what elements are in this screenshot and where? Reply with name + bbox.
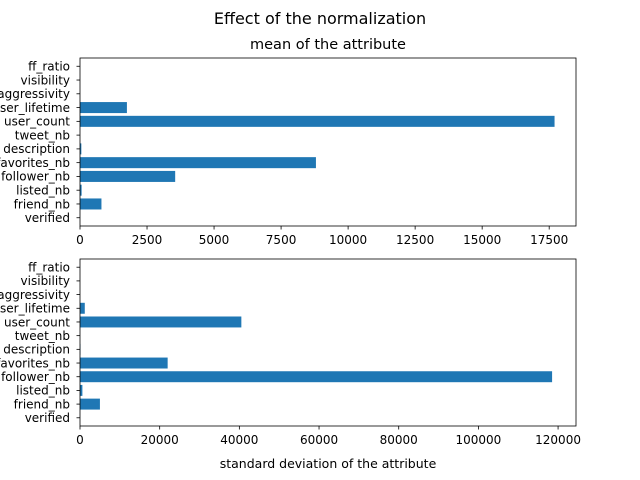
bar-listed-nb (80, 384, 83, 396)
bar-user-lifetime (80, 102, 127, 114)
x-tick-label: 0 (76, 433, 84, 447)
bar-friend-nb (80, 398, 100, 410)
x-tick-label: 7500 (266, 233, 297, 247)
y-tick-label: visibility (21, 274, 70, 288)
y-tick-label: ff_ratio (28, 261, 70, 275)
y-tick-label: follower_nb (1, 370, 70, 384)
y-tick-label: user_count (4, 315, 70, 329)
y-tick-label: user_lifetime (0, 101, 70, 115)
y-tick-label: aggressivity (0, 288, 70, 302)
y-tick-label: user_count (4, 115, 70, 129)
chart-panel-mean: mean of the attribute verifiedfriend_nbl… (0, 37, 577, 247)
axes-frame-std (79, 258, 577, 427)
y-tick-label: favorites_nb (0, 356, 70, 370)
y-tick-label: description (3, 142, 70, 156)
y-tick-label: friend_nb (14, 397, 70, 411)
bar-user-lifetime (80, 302, 85, 314)
x-tick-label: 40000 (220, 433, 258, 447)
x-tick-label: 10000 (329, 233, 367, 247)
y-tick-label: friend_nb (14, 197, 70, 211)
y-tick-label: visibility (21, 73, 70, 87)
bar-user-count (80, 316, 242, 328)
bar-friend-nb (80, 198, 102, 210)
chart-panel-std: verifiedfriend_nblisted_nbfollower_nbfav… (0, 258, 581, 471)
bar-description (80, 143, 82, 155)
bar-listed-nb (80, 184, 82, 196)
x-tick-label: 80000 (380, 433, 418, 447)
y-tick-label: verified (25, 411, 70, 425)
y-tick-label: aggressivity (0, 87, 70, 101)
y-tick-label: listed_nb (16, 183, 70, 197)
y-tick-label: follower_nb (1, 170, 70, 184)
x-tick-label: 100000 (455, 433, 501, 447)
x-axis-ticks-mean: 0 2500 5000 7500 10000 12500 15000 17500 (76, 226, 568, 247)
x-tick-label: 2500 (132, 233, 163, 247)
y-tick-label: tweet_nb (15, 329, 70, 343)
y-axis-ticks-mean: verifiedfriend_nblisted_nbfollower_nbfav… (0, 60, 80, 225)
figure-suptitle: Effect of the normalization (214, 9, 426, 28)
x-axis-label-std: standard deviation of the attribute (220, 456, 437, 471)
y-tick-label: listed_nb (16, 384, 70, 398)
y-tick-label: favorites_nb (0, 156, 70, 170)
bar-favorites-nb (80, 357, 168, 369)
x-tick-label: 0 (76, 233, 84, 247)
y-axis-ticks-std: verifiedfriend_nblisted_nbfollower_nbfav… (0, 261, 80, 425)
x-axis-ticks-std: 0 20000 40000 60000 80000 100000 120000 (76, 426, 581, 447)
x-tick-label: 20000 (141, 433, 179, 447)
y-tick-label: description (3, 343, 70, 357)
x-tick-label: 120000 (535, 433, 581, 447)
bar-follower-nb (80, 371, 553, 383)
x-tick-label: 5000 (199, 233, 230, 247)
bar-group-mean (80, 102, 555, 210)
chart-title-mean: mean of the attribute (250, 37, 406, 53)
bar-user-count (80, 115, 555, 127)
y-tick-label: user_lifetime (0, 302, 70, 316)
bar-follower-nb (80, 170, 176, 182)
y-tick-label: tweet_nb (15, 128, 70, 142)
axes-frame-mean (79, 57, 577, 227)
x-tick-label: 15000 (463, 233, 501, 247)
y-tick-label: verified (25, 211, 70, 225)
x-tick-label: 17500 (530, 233, 568, 247)
x-tick-label: 12500 (396, 233, 434, 247)
bar-favorites-nb (80, 157, 316, 169)
y-tick-label: ff_ratio (28, 60, 70, 74)
x-tick-label: 60000 (300, 433, 338, 447)
